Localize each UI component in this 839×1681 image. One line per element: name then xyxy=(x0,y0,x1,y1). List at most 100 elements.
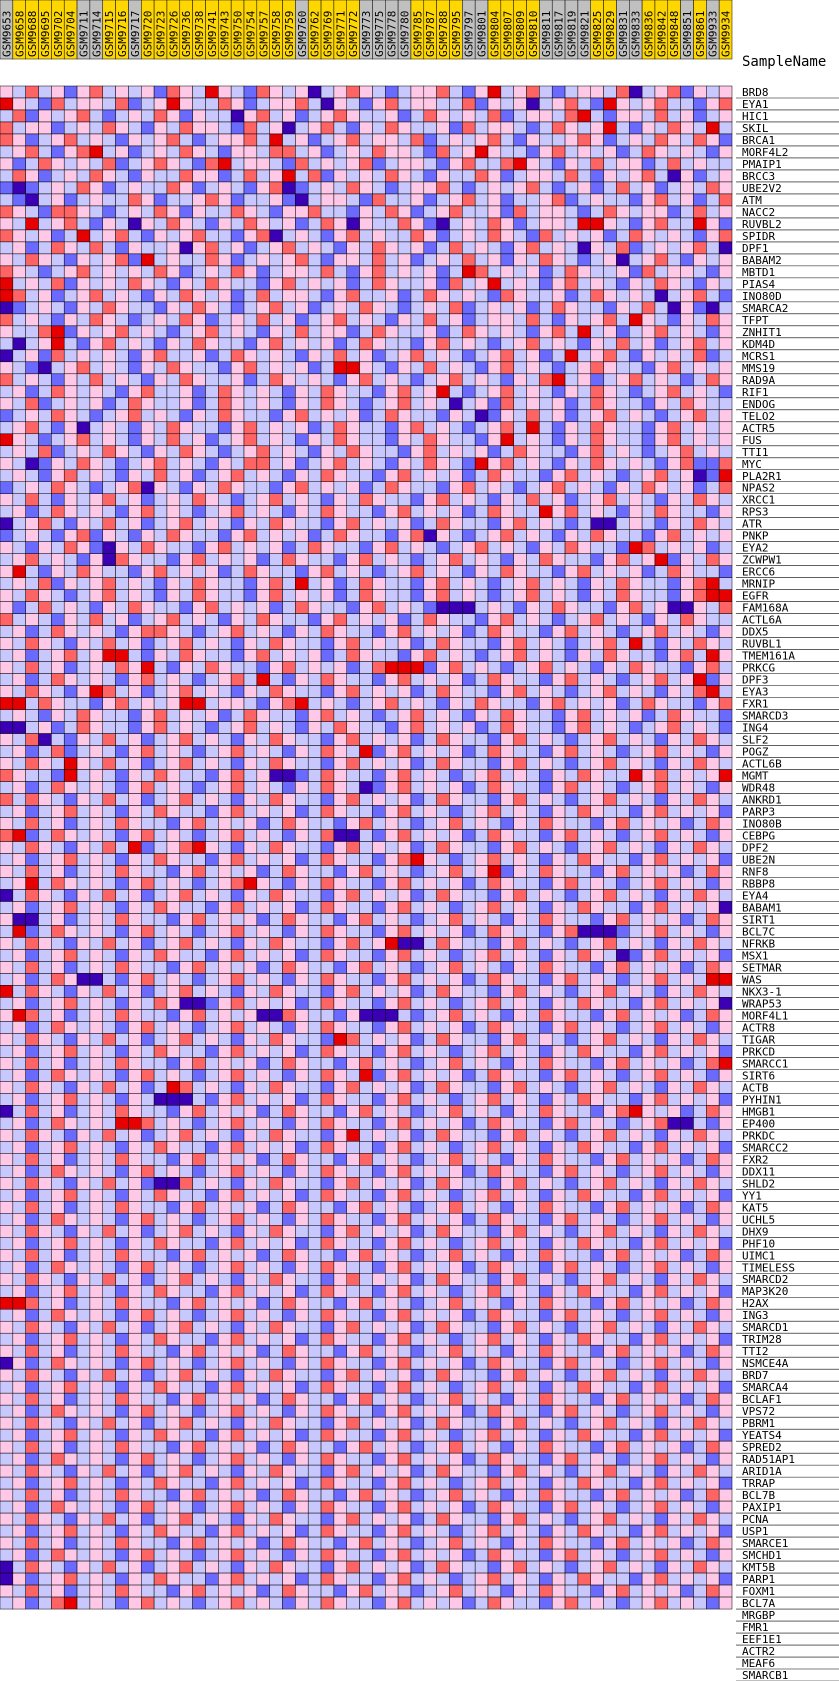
cell xyxy=(38,1009,52,1022)
cell xyxy=(89,697,103,710)
cell xyxy=(423,241,437,255)
cell xyxy=(385,1045,399,1058)
cell xyxy=(282,409,296,423)
cell xyxy=(76,1009,91,1022)
cell xyxy=(526,601,540,614)
cell xyxy=(410,313,425,327)
cell xyxy=(141,145,155,159)
cell xyxy=(397,349,412,363)
cell xyxy=(179,481,193,494)
cell xyxy=(474,421,489,435)
cell xyxy=(243,529,258,542)
cell xyxy=(320,361,335,375)
cell xyxy=(474,1057,489,1070)
cell xyxy=(333,337,347,351)
cell xyxy=(115,469,129,483)
cell xyxy=(346,637,360,650)
cell xyxy=(153,541,168,554)
cell xyxy=(205,301,219,315)
cell xyxy=(718,769,733,782)
cell xyxy=(256,289,270,303)
cell xyxy=(436,181,450,195)
cell xyxy=(63,697,78,710)
cell xyxy=(205,97,219,111)
cell xyxy=(38,1033,52,1046)
cell xyxy=(680,169,694,183)
cell xyxy=(474,193,489,207)
cell xyxy=(436,565,450,578)
cell xyxy=(436,841,450,854)
cell xyxy=(564,853,579,866)
cell xyxy=(539,781,553,794)
cell xyxy=(89,493,103,506)
cell xyxy=(500,493,514,506)
cell xyxy=(346,1105,360,1118)
cell xyxy=(564,97,579,111)
cell xyxy=(462,685,476,698)
cell xyxy=(474,805,489,818)
cell xyxy=(38,925,52,938)
cell xyxy=(218,337,232,351)
cell xyxy=(333,301,347,315)
cell xyxy=(89,109,103,123)
cell xyxy=(551,421,566,435)
cell xyxy=(218,397,232,411)
cell xyxy=(616,181,630,195)
cell xyxy=(462,241,476,255)
cell xyxy=(551,853,566,866)
cell xyxy=(359,949,373,962)
cell xyxy=(603,577,617,590)
cell xyxy=(513,109,527,123)
cell xyxy=(487,1033,502,1046)
cell xyxy=(269,733,283,746)
cell xyxy=(590,205,604,219)
cell xyxy=(333,217,347,231)
cell xyxy=(218,445,232,459)
cell xyxy=(680,625,694,638)
cell xyxy=(551,193,566,207)
cell xyxy=(359,889,373,902)
cell xyxy=(115,793,129,806)
cell xyxy=(680,325,694,339)
cell xyxy=(359,1045,373,1058)
cell xyxy=(230,997,245,1010)
cell xyxy=(295,541,309,554)
cell xyxy=(616,145,630,159)
cell xyxy=(564,541,579,554)
cell xyxy=(76,601,91,614)
cell xyxy=(667,373,681,387)
cell xyxy=(513,721,527,734)
cell xyxy=(346,505,360,518)
cell xyxy=(102,157,116,171)
cell xyxy=(474,697,489,710)
cell xyxy=(359,337,373,351)
cell xyxy=(641,577,656,590)
cell xyxy=(474,1009,489,1022)
cell xyxy=(128,817,142,830)
cell xyxy=(89,325,103,339)
cell xyxy=(680,553,694,566)
cell xyxy=(513,157,527,171)
cell xyxy=(192,889,206,902)
cell xyxy=(629,229,643,243)
cell xyxy=(12,85,26,99)
cell xyxy=(513,1045,527,1058)
cell xyxy=(333,1021,347,1034)
cell xyxy=(166,697,181,710)
cell xyxy=(385,745,399,758)
cell xyxy=(243,913,258,926)
cell xyxy=(423,577,437,590)
cell xyxy=(436,961,450,974)
cell xyxy=(128,457,142,471)
cell xyxy=(680,421,694,435)
cell xyxy=(230,553,245,566)
cell xyxy=(0,349,14,363)
cell xyxy=(192,733,206,746)
cell xyxy=(243,121,258,135)
cell xyxy=(616,757,630,770)
cell xyxy=(346,901,360,914)
cell xyxy=(385,97,399,111)
cell xyxy=(205,553,219,566)
cell xyxy=(718,697,733,710)
cell xyxy=(423,325,437,339)
